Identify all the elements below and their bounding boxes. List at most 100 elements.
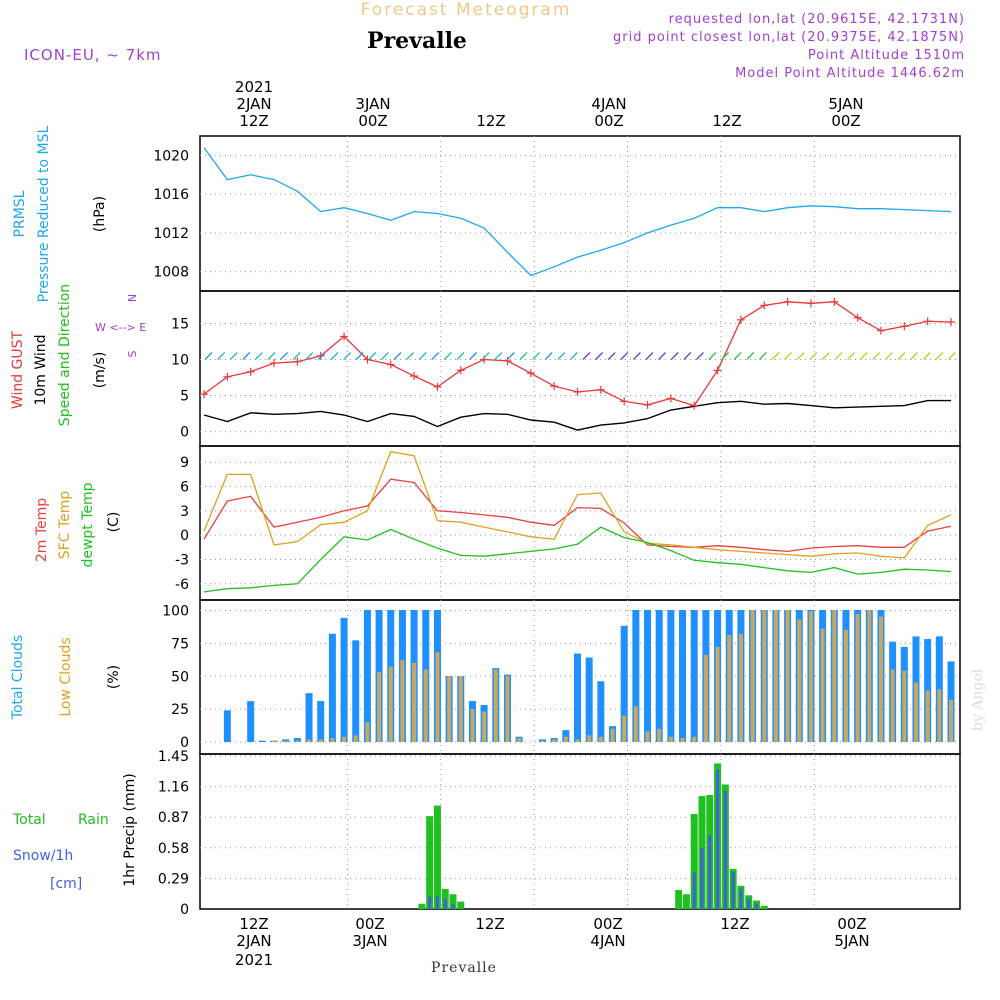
label-hpa: (hPa) xyxy=(92,196,108,232)
wind-arrow-4 xyxy=(254,352,263,360)
ytick-label-wind-0: 0 xyxy=(180,425,189,441)
app-title: Forecast Meteogram xyxy=(361,0,572,20)
low-cloud-bar-15 xyxy=(400,660,405,742)
total-cloud-bar-37 xyxy=(655,610,663,742)
ytick-label-temperature-2: 0 xyxy=(180,528,189,544)
rain-bar-21 xyxy=(760,905,768,909)
wind-arrow-20 xyxy=(456,352,465,360)
gust-marker-16 xyxy=(573,387,582,396)
ytick-label-clouds-3: 75 xyxy=(171,636,189,652)
wind-arrow-10 xyxy=(330,352,339,360)
wind-arrow-50 xyxy=(834,352,843,360)
low-cloud-bar-38 xyxy=(668,736,673,742)
wind-labels: Wind GUST 10m Wind Speed and Direction (… xyxy=(10,284,146,426)
label-pressure-msl: Pressure Reduced to MSL xyxy=(36,125,52,302)
wind-arrow-55 xyxy=(897,352,906,360)
total-cloud-bar-11 xyxy=(352,640,360,742)
wind-arrow-45 xyxy=(771,352,780,360)
wind-arrow-49 xyxy=(821,352,830,360)
gust-marker-18 xyxy=(620,397,629,406)
total-cloud-bar-6 xyxy=(293,738,301,742)
ytick-label-clouds-2: 50 xyxy=(171,669,189,685)
ytick-label-pressure-0: 1008 xyxy=(153,265,189,281)
low-cloud-bar-21 xyxy=(470,709,475,742)
top-tick-5-line3: 00Z xyxy=(831,112,860,130)
top-tick-1-line2: 3JAN xyxy=(355,95,390,113)
compass-north: N xyxy=(126,294,139,302)
wind-arrow-33 xyxy=(620,352,629,360)
gust-marker-17 xyxy=(596,385,605,394)
snow-bar-12 xyxy=(692,872,696,909)
low-cloud-bar-60 xyxy=(925,690,930,742)
label-celsius: (C) xyxy=(106,512,122,533)
snow-bar-4 xyxy=(451,903,455,909)
low-cloud-bar-4 xyxy=(272,740,277,742)
pressure-line xyxy=(203,147,952,277)
total-cloud-bar-36 xyxy=(644,610,652,742)
ytick-label-wind-3: 15 xyxy=(171,316,189,332)
wind-arrow-15 xyxy=(393,352,402,360)
low-cloud-bar-31 xyxy=(587,735,592,742)
wind-arrow-35 xyxy=(645,352,654,360)
total-cloud-bar-34 xyxy=(620,625,628,742)
wind-arrow-19 xyxy=(443,352,452,360)
label-sfc-temp: SFC Temp xyxy=(57,491,73,560)
low-cloud-bar-27 xyxy=(540,740,545,742)
total-cloud-bar-40 xyxy=(690,610,698,742)
ytick-label-precipitation-5: 1.45 xyxy=(158,749,189,765)
wind-arrow-21 xyxy=(469,352,478,360)
top-tick-0-line3: 12Z xyxy=(239,112,268,130)
low-cloud-bar-59 xyxy=(913,682,918,742)
precip-labels: 1hr Precip (mm) Total Rain Snow/1h [cm] xyxy=(12,773,138,892)
low-cloud-bar-34 xyxy=(622,715,627,742)
low-cloud-bar-20 xyxy=(458,676,463,742)
footer-location: Prevalle xyxy=(431,960,497,976)
dewpt-line xyxy=(203,526,952,593)
snow-bar-16 xyxy=(723,790,727,909)
gust-marker-24 xyxy=(760,301,769,310)
low-cloud-bar-23 xyxy=(493,669,498,742)
snow-bar-20 xyxy=(754,903,758,909)
top-tick-0-line2: 2JAN xyxy=(236,95,271,113)
top-tick-3-line3: 00Z xyxy=(594,112,623,130)
bottom-tick-3-line2: 4JAN xyxy=(590,932,625,950)
low-cloud-bar-62 xyxy=(949,699,953,742)
gust-marker-7 xyxy=(363,355,372,364)
low-cloud-bar-30 xyxy=(575,739,580,742)
wind-arrow-6 xyxy=(280,352,289,360)
snow-bar-13 xyxy=(700,847,704,909)
low-cloud-bar-42 xyxy=(715,646,720,742)
wind-arrow-5 xyxy=(267,352,276,360)
wind-arrow-26 xyxy=(532,352,541,360)
label-2m-temp: 2m Temp xyxy=(34,498,50,562)
ytick-label-wind-2: 10 xyxy=(171,352,189,368)
gust-marker-1 xyxy=(223,372,232,381)
bottom-tick-4-line1: 12Z xyxy=(720,915,749,933)
wind-arrow-16 xyxy=(406,352,415,360)
low-cloud-bar-46 xyxy=(762,610,767,742)
gust-marker-22 xyxy=(713,366,722,375)
point-altitude: Point Altitude 1510m xyxy=(808,48,965,63)
gust-marker-21 xyxy=(690,401,699,410)
gust-marker-32 xyxy=(947,318,955,326)
top-time-axis: 2021 2JAN 12Z 3JAN 00Z 12Z 4JAN 00Z 12Z … xyxy=(235,78,864,130)
top-tick-1-line3: 00Z xyxy=(358,112,387,130)
gust-marker-2 xyxy=(246,367,255,376)
temp2m-line xyxy=(203,478,952,553)
ytick-label-pressure-3: 1020 xyxy=(153,148,189,164)
gust-marker-6 xyxy=(340,332,349,341)
rain-bar-1 xyxy=(426,816,434,909)
ytick-label-precipitation-0: 0 xyxy=(180,902,189,918)
ytick-label-clouds-0: 0 xyxy=(180,735,189,751)
wind-arrow-59 xyxy=(947,352,956,360)
total-cloud-bar-7 xyxy=(305,693,313,742)
total-cloud-bar-10 xyxy=(340,617,348,742)
low-cloud-bar-24 xyxy=(505,676,510,742)
low-cloud-bar-33 xyxy=(610,728,615,742)
total-cloud-bar-32 xyxy=(597,681,605,742)
model-altitude: Model Point Altitude 1446.62m xyxy=(735,66,965,81)
low-cloud-bar-29 xyxy=(563,736,568,742)
bottom-tick-0-line3: 2021 xyxy=(235,951,273,969)
low-cloud-bar-39 xyxy=(680,738,685,742)
